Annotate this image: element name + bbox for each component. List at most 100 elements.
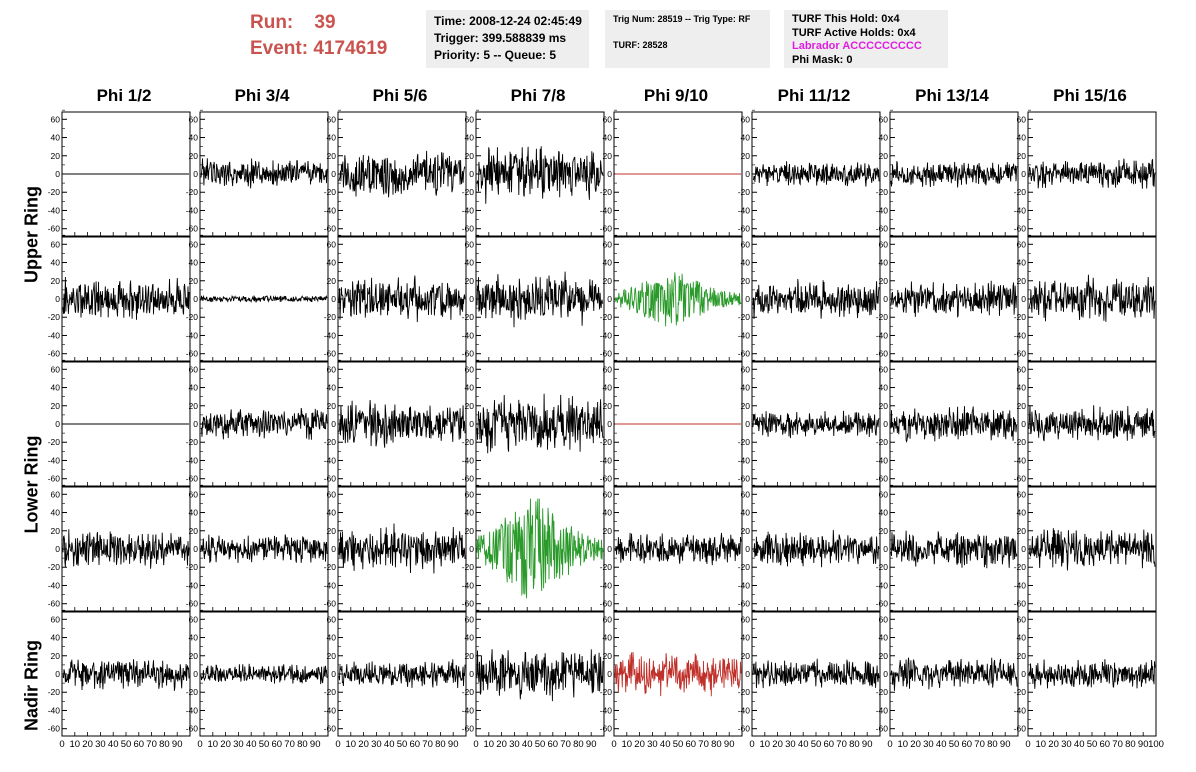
y-tick-label: 20 — [51, 276, 61, 286]
x-tick-label: 60 — [410, 739, 421, 750]
y-tick-label: 20 — [189, 401, 199, 411]
y-tick-label: 60 — [741, 239, 751, 249]
x-tick-label: 50 — [673, 739, 684, 750]
y-tick-label: 40 — [741, 383, 751, 393]
y-tick-label: -40 — [186, 580, 199, 590]
waveform-panel-r3-c2: 60 40 20 0 -20 -40 -60 — [186, 359, 329, 487]
waveform-panel-r1-c2: 60 40 20 0 -20 -40 -60 — [186, 109, 329, 237]
waveform-trace-7-8 — [476, 498, 604, 599]
y-tick-label: 20 — [327, 276, 337, 286]
y-tick-label: 40 — [51, 383, 61, 393]
waveform-trace-5-6 — [338, 150, 466, 198]
waveform-trace-13-14 — [890, 280, 1018, 318]
x-tick-label: 30 — [647, 739, 658, 750]
y-tick-label: 40 — [465, 508, 475, 518]
y-tick-label: 60 — [1017, 489, 1027, 499]
y-tick-label: -40 — [324, 205, 337, 215]
y-tick-label: 20 — [51, 526, 61, 536]
x-tick-label: 70 — [284, 739, 295, 750]
x-tick-label: 20 — [634, 739, 645, 750]
y-tick-label: -60 — [1014, 224, 1027, 234]
y-tick-label: 60 — [51, 489, 61, 499]
x-tick-label: 40 — [660, 739, 671, 750]
y-tick-label: 60 — [1017, 614, 1027, 624]
trigger-text: Trigger: 399.588839 ms — [434, 31, 567, 45]
y-tick-label: -40 — [876, 205, 889, 215]
waveform-panel-r3-c7: 60 40 20 0 -20 -40 -60 — [876, 359, 1019, 487]
y-tick-label: -20 — [876, 187, 889, 197]
y-tick-label: 40 — [1017, 508, 1027, 518]
y-tick-label: 0 — [55, 169, 60, 179]
waveform-trace-5-6 — [338, 659, 466, 689]
y-tick-label: 0 — [1021, 419, 1026, 429]
y-tick-label: 0 — [193, 419, 198, 429]
y-tick-label: -40 — [324, 330, 337, 340]
y-tick-label: -20 — [324, 187, 337, 197]
y-tick-label: 60 — [741, 489, 751, 499]
x-tick-label: 30 — [509, 739, 520, 750]
y-tick-label: -60 — [324, 224, 337, 234]
x-tick-label: 80 — [711, 739, 722, 750]
y-tick-label: -60 — [600, 224, 613, 234]
y-tick-label: -40 — [738, 455, 751, 465]
x-tick-label: 10 — [760, 739, 771, 750]
y-tick-label: 40 — [603, 383, 613, 393]
y-tick-label: -20 — [738, 687, 751, 697]
y-tick-label: -60 — [48, 224, 61, 234]
y-tick-label: 0 — [331, 544, 336, 554]
x-tick-label: 70 — [560, 739, 571, 750]
x-tick-label: 60 — [686, 739, 697, 750]
x-tick-label: 10 — [346, 739, 357, 750]
y-tick-label: 60 — [879, 614, 889, 624]
x-tick-label: 0 — [473, 739, 478, 750]
y-tick-label: -60 — [462, 224, 475, 234]
waveform-trace-9-10 — [614, 651, 742, 697]
y-tick-label: -20 — [1014, 312, 1027, 322]
run-value: 39 — [314, 12, 336, 33]
y-tick-label: 60 — [51, 239, 61, 249]
y-tick-label: 20 — [327, 526, 337, 536]
y-tick-label: -40 — [876, 330, 889, 340]
y-tick-label: 0 — [745, 544, 750, 554]
waveform-trace-11-12 — [752, 278, 880, 320]
y-tick-label: 20 — [189, 151, 199, 161]
y-tick-label: -60 — [600, 599, 613, 609]
column-header-phi-9-10: Phi 9/10 — [643, 86, 709, 105]
x-tick-label: 20 — [1048, 739, 1059, 750]
waveform-panel-r1-c7: 60 40 20 0 -20 -40 -60 — [876, 109, 1019, 237]
y-tick-label: 20 — [327, 651, 337, 661]
x-tick-label: 40 — [108, 739, 119, 750]
y-tick-label: -40 — [1014, 455, 1027, 465]
turf-this-hold-text: TURF This Hold: 0x4 — [792, 13, 900, 25]
waveform-panel-r3-c5: 60 40 20 0 -20 -40 -60 — [600, 359, 743, 487]
y-tick-label: -60 — [462, 349, 475, 359]
y-tick-label: 40 — [879, 633, 889, 643]
y-tick-label: -60 — [324, 599, 337, 609]
y-tick-label: 20 — [741, 276, 751, 286]
y-tick-label: -60 — [600, 724, 613, 734]
trig-num-pane: Trig Num: 28519 -- Trig Type: RF TURF: 2… — [605, 10, 770, 68]
y-tick-label: 20 — [189, 651, 199, 661]
y-tick-label: 40 — [189, 383, 199, 393]
y-tick-label: 0 — [193, 294, 198, 304]
y-tick-label: 0 — [331, 294, 336, 304]
y-tick-label: 60 — [603, 114, 613, 124]
x-tick-label: 90 — [310, 739, 321, 750]
y-tick-label: 20 — [465, 401, 475, 411]
y-tick-label: 40 — [741, 258, 751, 268]
waveform-trace-5-6 — [338, 399, 466, 448]
y-tick-label: 20 — [879, 651, 889, 661]
y-tick-label: -20 — [186, 312, 199, 322]
y-tick-label: -60 — [738, 224, 751, 234]
y-tick-label: 0 — [1021, 544, 1026, 554]
waveform-trace-11-12 — [752, 658, 880, 689]
y-tick-label: -20 — [186, 687, 199, 697]
y-tick-label: 60 — [879, 364, 889, 374]
x-tick-label: 20 — [496, 739, 507, 750]
y-tick-label: -60 — [1014, 474, 1027, 484]
x-tick-label: 40 — [522, 739, 533, 750]
y-tick-label: -20 — [186, 187, 199, 197]
x-tick-label: 90 — [172, 739, 183, 750]
y-tick-label: -40 — [600, 580, 613, 590]
x-tick-label: 90 — [1000, 739, 1011, 750]
